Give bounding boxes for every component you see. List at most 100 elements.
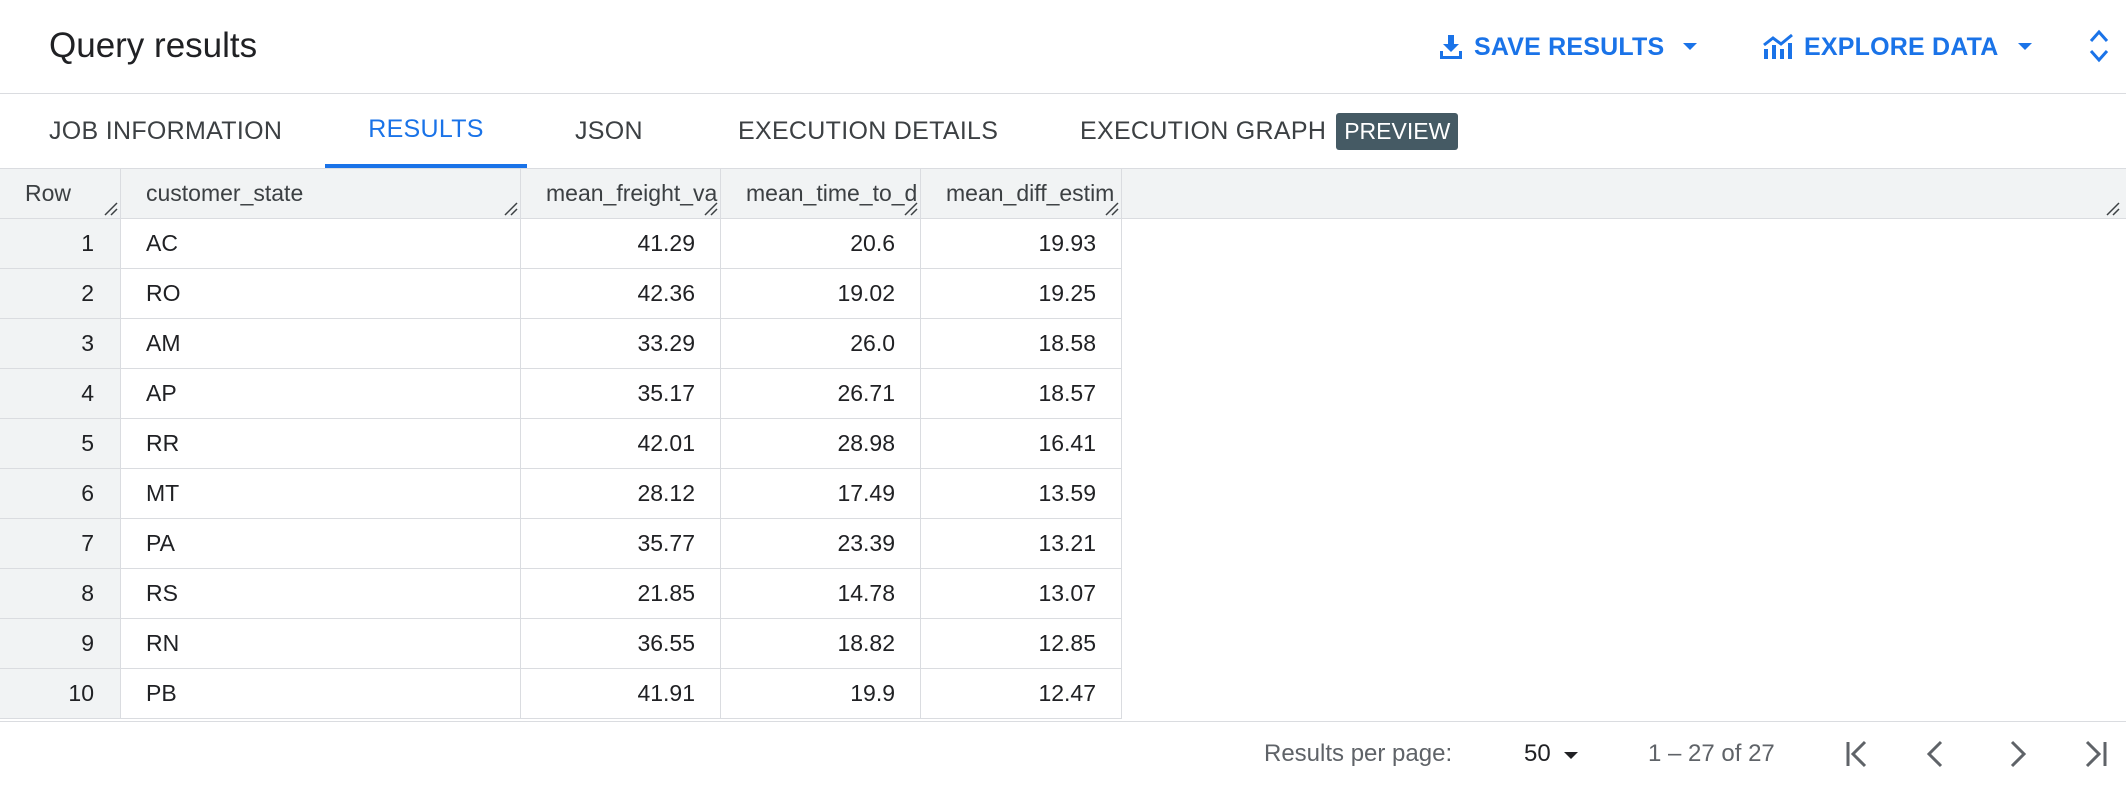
row-number: 8 [0,569,121,618]
cell-mean-freight-value[interactable]: 42.36 [521,269,721,318]
cell-mean-diff-estimated[interactable]: 19.25 [921,269,1122,318]
pagination-range: 1 – 27 of 27 [1648,740,1775,767]
cell-mean-freight-value[interactable]: 35.17 [521,369,721,418]
column-resize-handle[interactable] [902,200,918,216]
column-resize-handle[interactable] [702,200,718,216]
cell-mean-time-to-delivery[interactable]: 26.0 [721,319,921,368]
tab-results[interactable]: RESULTS [325,94,527,168]
table-row[interactable]: 6 MT 28.12 17.49 13.59 [0,469,1122,519]
cell-customer-state[interactable]: RS [121,569,521,618]
row-number: 2 [0,269,121,318]
cell-mean-diff-estimated[interactable]: 12.47 [921,669,1122,718]
table-row[interactable]: 1 AC 41.29 20.6 19.93 [0,219,1122,269]
cell-mean-time-to-delivery[interactable]: 28.98 [721,419,921,468]
row-number: 10 [0,669,121,718]
results-tabs: JOB INFORMATION RESULTS JSON EXECUTION D… [0,94,2126,169]
row-number: 9 [0,619,121,668]
table-row[interactable]: 8 RS 21.85 14.78 13.07 [0,569,1122,619]
table-row[interactable]: 7 PA 35.77 23.39 13.21 [0,519,1122,569]
cell-mean-time-to-delivery[interactable]: 18.82 [721,619,921,668]
row-number: 4 [0,369,121,418]
cell-mean-freight-value[interactable]: 41.29 [521,219,721,268]
first-page-icon[interactable] [1843,736,1873,779]
column-header-label: mean_time_to_d [746,180,918,206]
cell-mean-freight-value[interactable]: 28.12 [521,469,721,518]
results-per-page-value: 50 [1524,740,1551,767]
column-header-filler [1122,169,2126,218]
cell-mean-freight-value[interactable]: 35.77 [521,519,721,568]
row-number: 5 [0,419,121,468]
explore-data-button[interactable]: EXPLORE DATA [1762,26,2033,68]
column-header-mean-diff-estimated[interactable]: mean_diff_estim [921,169,1122,218]
cell-mean-diff-estimated[interactable]: 19.93 [921,219,1122,268]
grid-header: Row customer_state mean_freight_va mean_… [0,169,2126,219]
column-header-mean-freight-value[interactable]: mean_freight_va [521,169,721,218]
last-page-icon[interactable] [2081,736,2111,779]
cell-mean-diff-estimated[interactable]: 16.41 [921,419,1122,468]
table-row[interactable]: 2 RO 42.36 19.02 19.25 [0,269,1122,319]
tab-execution-details[interactable]: EXECUTION DETAILS [738,116,999,145]
cell-customer-state[interactable]: RR [121,419,521,468]
cell-mean-freight-value[interactable]: 21.85 [521,569,721,618]
cell-mean-time-to-delivery[interactable]: 17.49 [721,469,921,518]
row-number: 3 [0,319,121,368]
column-header-label: customer_state [146,180,304,206]
preview-badge: PREVIEW [1336,112,1459,150]
results-grid: Row customer_state mean_freight_va mean_… [0,169,2126,721]
tab-json[interactable]: JSON [575,116,643,145]
column-resize-handle[interactable] [102,200,118,216]
column-header-row[interactable]: Row [0,169,121,218]
table-row[interactable]: 4 AP 35.17 26.71 18.57 [0,369,1122,419]
page-title: Query results [49,26,258,65]
results-per-page-select[interactable]: 50 [1524,740,1579,768]
table-row[interactable]: 5 RR 42.01 28.98 16.41 [0,419,1122,469]
column-resize-handle[interactable] [502,200,518,216]
tab-execution-graph[interactable]: EXECUTION GRAPH PREVIEW [1080,94,1459,168]
cell-mean-time-to-delivery[interactable]: 20.6 [721,219,921,268]
cell-customer-state[interactable]: AM [121,319,521,368]
cell-mean-time-to-delivery[interactable]: 19.9 [721,669,921,718]
cell-customer-state[interactable]: PA [121,519,521,568]
cell-mean-freight-value[interactable]: 36.55 [521,619,721,668]
explore-data-label: EXPLORE DATA [1804,32,1999,61]
cell-mean-diff-estimated[interactable]: 13.21 [921,519,1122,568]
cell-mean-diff-estimated[interactable]: 18.58 [921,319,1122,368]
cell-customer-state[interactable]: RN [121,619,521,668]
cell-mean-time-to-delivery[interactable]: 26.71 [721,369,921,418]
save-results-label: SAVE RESULTS [1474,32,1665,61]
cell-mean-time-to-delivery[interactable]: 19.02 [721,269,921,318]
pagination-bar: Results per page: 50 1 – 27 of 27 [0,721,2126,787]
column-resize-handle[interactable] [2104,200,2120,216]
save-results-button[interactable]: SAVE RESULTS [1438,26,1698,68]
expand-collapse-icon[interactable] [2088,28,2110,69]
cell-mean-time-to-delivery[interactable]: 23.39 [721,519,921,568]
cell-mean-time-to-delivery[interactable]: 14.78 [721,569,921,618]
cell-mean-diff-estimated[interactable]: 13.59 [921,469,1122,518]
table-row[interactable]: 9 RN 36.55 18.82 12.85 [0,619,1122,669]
cell-customer-state[interactable]: MT [121,469,521,518]
column-resize-handle[interactable] [1103,200,1119,216]
tab-job-information[interactable]: JOB INFORMATION [49,116,283,145]
chevron-down-icon [1682,42,1698,52]
cell-customer-state[interactable]: AC [121,219,521,268]
cell-customer-state[interactable]: AP [121,369,521,418]
column-header-mean-time-to-delivery[interactable]: mean_time_to_d [721,169,921,218]
cell-mean-diff-estimated[interactable]: 13.07 [921,569,1122,618]
cell-mean-diff-estimated[interactable]: 18.57 [921,369,1122,418]
cell-mean-freight-value[interactable]: 42.01 [521,419,721,468]
cell-customer-state[interactable]: RO [121,269,521,318]
row-number: 1 [0,219,121,268]
results-header: Query results SAVE RESULTS [0,0,2126,94]
chevron-down-icon [2017,42,2033,52]
next-page-icon[interactable] [2002,736,2032,779]
table-row[interactable]: 3 AM 33.29 26.0 18.58 [0,319,1122,369]
previous-page-icon[interactable] [1921,736,1951,779]
chevron-down-icon [1563,740,1579,768]
table-row[interactable]: 10 PB 41.91 19.9 12.47 [0,669,1122,719]
cell-customer-state[interactable]: PB [121,669,521,718]
cell-mean-freight-value[interactable]: 33.29 [521,319,721,368]
column-header-customer-state[interactable]: customer_state [121,169,521,218]
cell-mean-freight-value[interactable]: 41.91 [521,669,721,718]
cell-mean-diff-estimated[interactable]: 12.85 [921,619,1122,668]
